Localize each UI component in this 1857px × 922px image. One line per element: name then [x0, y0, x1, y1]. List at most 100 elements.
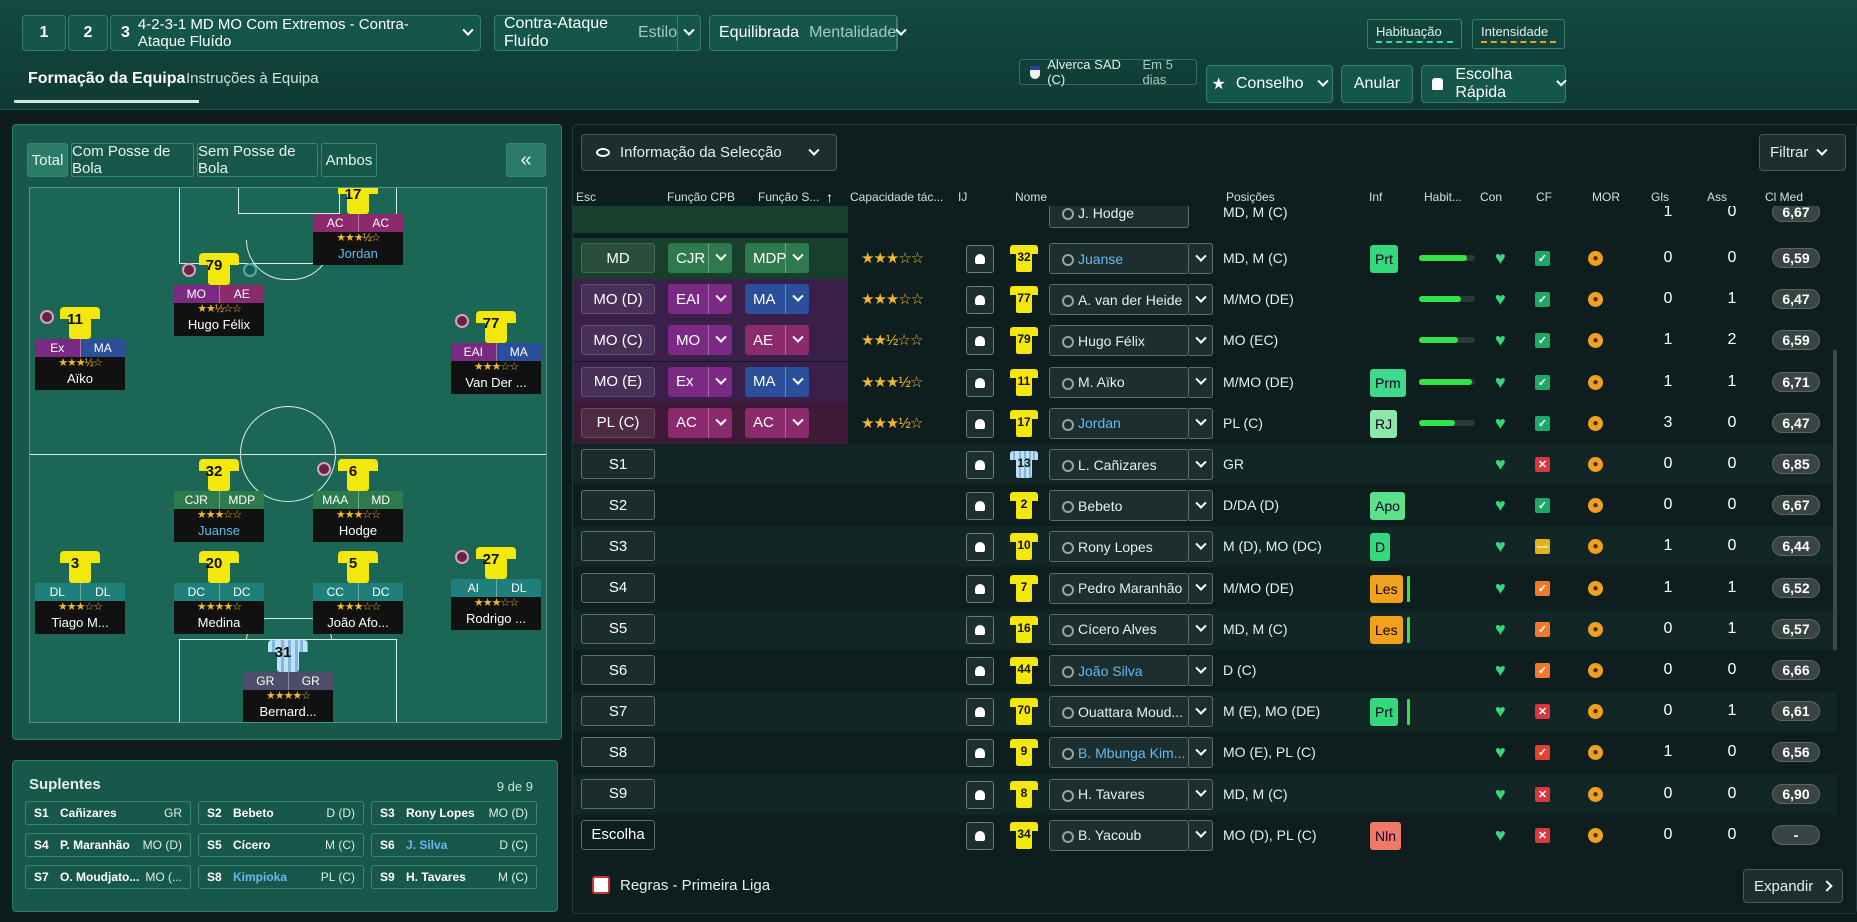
slot-button[interactable]: MO (E): [581, 366, 655, 397]
pitch-tab-total[interactable]: Total: [27, 143, 68, 177]
pitch-tab-both[interactable]: Ambos: [321, 143, 377, 177]
player-name-select[interactable]: B. Mbunga Kim...: [1049, 737, 1189, 769]
player-name-select[interactable]: L. Cañizares: [1049, 449, 1189, 480]
tactic-slot-1-button[interactable]: 1: [22, 15, 66, 51]
player-name-dropdown[interactable]: [1189, 366, 1213, 398]
pitch-player-dc-right[interactable]: 5 CC DC ★★★☆☆ João Afo...: [313, 549, 403, 634]
player-name-select[interactable]: Ouattara Moud...: [1049, 696, 1189, 728]
table-row[interactable]: MO (D) EAI MA ★★★☆☆ 77 A. van der Heide M/MO (…: [573, 279, 1837, 321]
table-row[interactable]: MO (E) Ex MA ★★★½☆ 11 M. Aïko M/MO (DE) Prm ♥ ✓ ● 1…: [573, 361, 1837, 403]
player-name-select[interactable]: A. van der Heide: [1049, 284, 1189, 316]
tab-team-instructions[interactable]: Instruções à Equipa: [186, 70, 319, 87]
pitch-player-dr[interactable]: 27 AI DL ★★★☆☆ Rodrigo ...: [451, 545, 541, 630]
player-interaction-button[interactable]: [966, 368, 994, 397]
player-name-dropdown[interactable]: [1189, 737, 1213, 769]
player-name-dropdown[interactable]: [1189, 243, 1213, 274]
sub-slot-s2[interactable]: S2 Bebeto D (D): [198, 801, 364, 825]
slot-button[interactable]: MD: [581, 243, 655, 273]
slot-button[interactable]: S6: [581, 655, 655, 685]
sub-slot-s8[interactable]: S8 Kimpioka PL (C): [198, 865, 364, 889]
table-row[interactable]: MO (C) MO AE ★★½☆☆ 79 Hugo Félix MO (EC) ♥ ✓ ● 1 2 6…: [573, 320, 1837, 362]
pitch-player-dc-left[interactable]: 20 DC DC ★★★★☆ Medina: [174, 549, 264, 634]
slot-button[interactable]: MO (D): [581, 284, 655, 315]
mentality-selector[interactable]: Equilibrada Mentalidade: [709, 15, 907, 51]
table-row[interactable]: PL (C) AC AC ★★★½☆ 17 Jordan PL (C) RJ ♥ ✓ ● 3 0 6,47: [573, 402, 1837, 444]
col-header-assists[interactable]: Ass: [1707, 190, 1728, 204]
pitch-player-gk[interactable]: 31 GR GR ★★★★☆ Bernard...: [243, 638, 333, 722]
table-row[interactable]: S2 2 Bebeto D/DA (D) Apo ♥ ✓ ● 0 0 6,67: [573, 485, 1837, 526]
player-interaction-button[interactable]: [966, 780, 994, 809]
table-row[interactable]: S8 9 B. Mbunga Kim... MO (E), PL (C) ♥ ✓ ● 1 0 6,…: [573, 732, 1837, 773]
player-name-select[interactable]: Pedro Maranhão: [1049, 572, 1189, 604]
pitch-player-amc[interactable]: 79 MO AE ★★½☆☆ Hugo Félix: [174, 251, 264, 336]
player-interaction-button[interactable]: [966, 492, 994, 521]
pitch-player-dl[interactable]: 3 DL DL ★★★☆☆ Tiago M...: [35, 549, 125, 634]
player-name-dropdown[interactable]: [1189, 449, 1213, 480]
player-name-select[interactable]: Bebeto: [1049, 490, 1189, 522]
player-interaction-button[interactable]: [966, 451, 994, 479]
player-interaction-button[interactable]: [966, 615, 994, 644]
table-scrollbar[interactable]: [1833, 350, 1837, 650]
player-name-dropdown[interactable]: [1189, 490, 1213, 522]
role-out-possession-select[interactable]: AE: [745, 325, 809, 356]
role-in-possession-select[interactable]: MO: [668, 325, 732, 356]
table-row[interactable]: S7 70 Ouattara Moud... M (E), MO (DE) Prt ♥ ✕ ●…: [573, 691, 1837, 733]
col-header-avg-rating[interactable]: Cl Med: [1765, 190, 1804, 204]
player-interaction-button[interactable]: [966, 245, 994, 273]
slot-button[interactable]: S5: [581, 613, 655, 644]
col-header-tactical-ability[interactable]: Capacidade tác...: [850, 190, 944, 204]
player-interaction-button[interactable]: [966, 327, 994, 356]
slot-button[interactable]: S7: [581, 696, 655, 727]
player-name-dropdown[interactable]: [1189, 819, 1213, 851]
player-name-select[interactable]: João Silva: [1049, 655, 1189, 686]
slot-button[interactable]: S8: [581, 737, 655, 768]
collapse-panel-button[interactable]: «: [506, 143, 546, 177]
sub-slot-s6[interactable]: S6 J. Silva D (C): [371, 833, 537, 857]
tab-team-formation[interactable]: Formação da Equipa: [13, 70, 200, 103]
sub-slot-s7[interactable]: S7 O. Moudjato... MO (...: [25, 865, 191, 889]
slot-button[interactable]: Escolha: [581, 819, 655, 850]
player-name-dropdown[interactable]: [1189, 531, 1213, 563]
sub-slot-s4[interactable]: S4 P. Maranhão MO (D): [25, 833, 191, 857]
player-name-select[interactable]: Rony Lopes: [1049, 531, 1189, 563]
player-interaction-button[interactable]: [966, 574, 994, 603]
style-selector[interactable]: Contra-Ataque Fluído Estilo: [494, 15, 701, 51]
view-selector[interactable]: Informação da Selecção: [581, 134, 837, 171]
player-interaction-button[interactable]: [966, 533, 994, 562]
player-interaction-button[interactable]: [966, 286, 994, 315]
slot-button[interactable]: S4: [581, 572, 655, 603]
pitch-player-amr[interactable]: 77 EAI MA ★★★☆☆ Van Der ...: [451, 309, 541, 394]
undo-button[interactable]: Anular: [1341, 65, 1413, 103]
pitch-tab-out-of-possession[interactable]: Sem Posse de Bola: [197, 143, 318, 177]
col-header-fitness[interactable]: CF: [1536, 190, 1552, 204]
player-name-select[interactable]: Jordan: [1049, 407, 1189, 439]
table-row[interactable]: S5 16 Cícero Alves MD, M (C) Les ♥ ✓ ● 0 1 6,57: [573, 608, 1837, 650]
table-row[interactable]: MD CJR MDP ★★★☆☆ 32 Juanse MD, M (C) Prt ♥ ✓ ● 0 0 6,…: [573, 238, 1837, 279]
player-name-dropdown[interactable]: [1189, 613, 1213, 645]
slot-button[interactable]: PL (C): [581, 407, 655, 438]
role-in-possession-select[interactable]: EAI: [668, 284, 732, 315]
familiarity-meter[interactable]: Habituação: [1367, 19, 1462, 49]
player-name-select[interactable]: M. Aïko: [1049, 366, 1189, 398]
player-interaction-button[interactable]: [966, 739, 994, 768]
slot-button[interactable]: S9: [581, 778, 655, 809]
table-row[interactable]: S1 13 L. Cañizares GR ♥ ✕ ● 0 0 6,85: [573, 444, 1837, 485]
player-name-dropdown[interactable]: [1189, 572, 1213, 604]
pitch-player-dm-right[interactable]: 6 MAA MD ★★★☆☆ Hodge: [313, 457, 403, 542]
advice-button[interactable]: ★ Conselho: [1206, 65, 1333, 103]
player-name-dropdown[interactable]: [1189, 655, 1213, 686]
sub-slot-s9[interactable]: S9 H. Tavares M (C): [371, 865, 537, 889]
col-header-familiarity[interactable]: Habit...: [1424, 190, 1463, 204]
col-header-morale[interactable]: MOR: [1592, 190, 1620, 204]
role-out-possession-select[interactable]: MDP: [745, 243, 809, 273]
sub-slot-s3[interactable]: S3 Rony Lopes MO (D): [371, 801, 537, 825]
col-header-goals[interactable]: Gls: [1651, 190, 1669, 204]
player-name-select[interactable]: Juanse: [1049, 243, 1189, 274]
sub-slot-s1[interactable]: S1 Cañizares GR: [25, 801, 191, 825]
col-header-info[interactable]: Inf: [1369, 190, 1383, 204]
expand-button[interactable]: Expandir: [1743, 869, 1843, 903]
pitch-player-st[interactable]: 17 AC AC ★★★½☆ Jordan: [313, 188, 403, 265]
player-name-dropdown[interactable]: [1189, 407, 1213, 439]
player-interaction-button[interactable]: [966, 409, 994, 438]
player-interaction-button[interactable]: [966, 657, 994, 685]
